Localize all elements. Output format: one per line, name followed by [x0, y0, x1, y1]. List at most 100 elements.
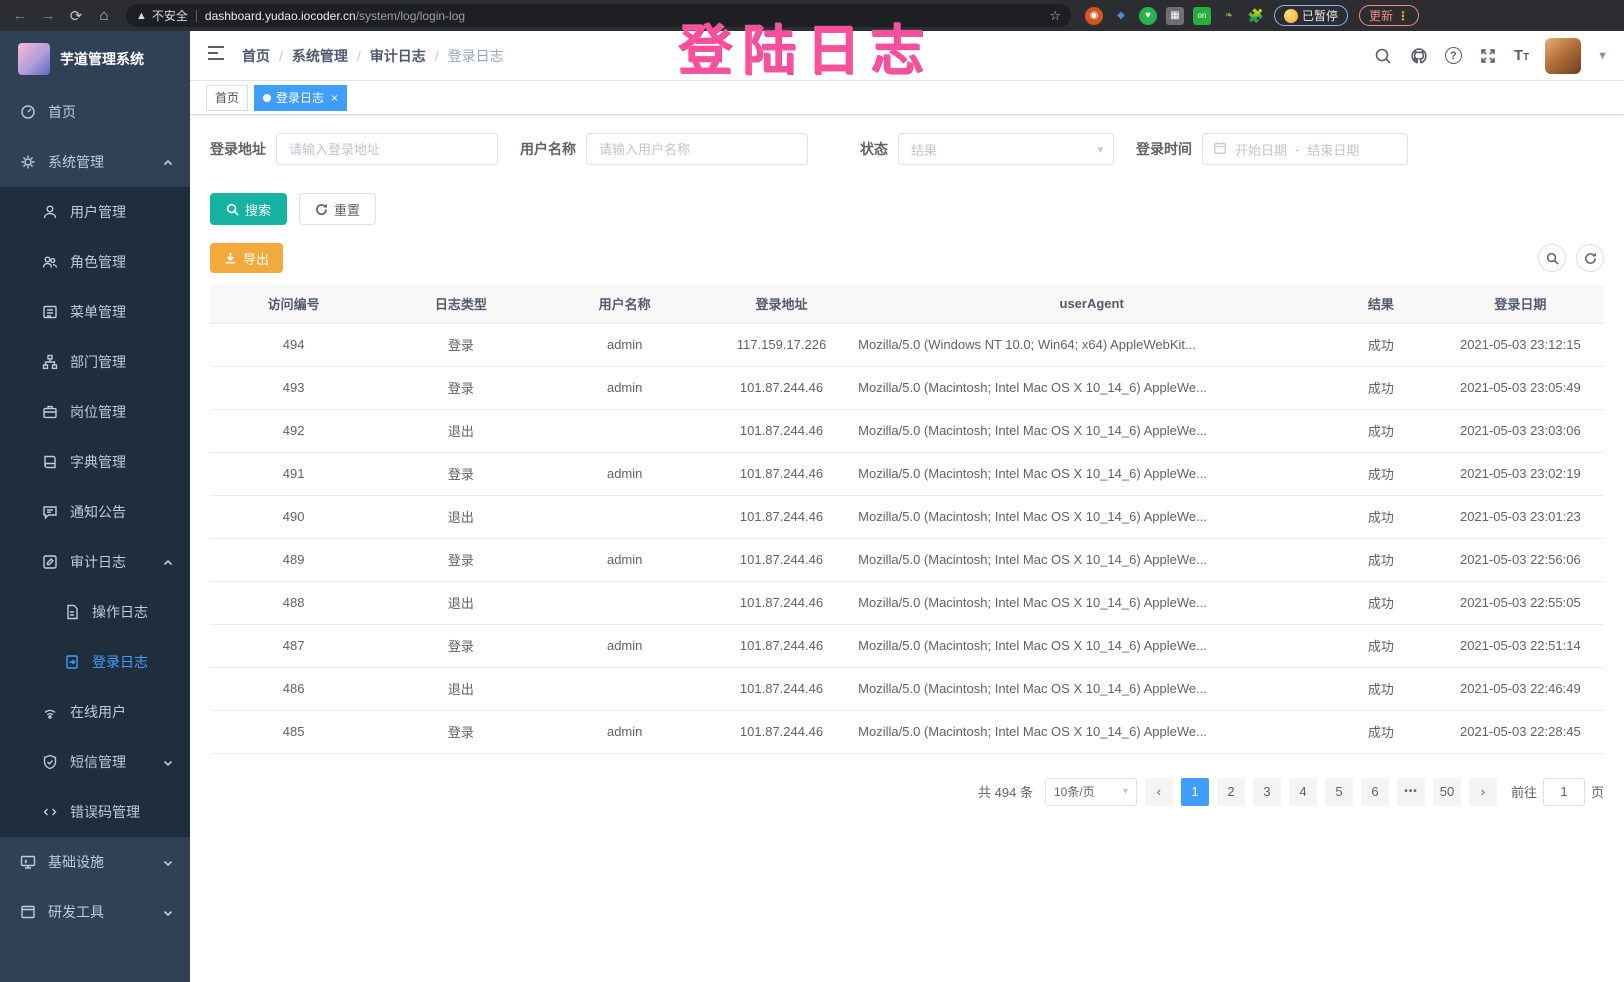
extensions-puzzle-icon[interactable]: 🧩 — [1247, 7, 1265, 23]
browser-home-icon[interactable]: ⌂ — [99, 7, 109, 24]
hamburger-icon[interactable] — [206, 43, 226, 68]
sidebar-item-notices[interactable]: 通知公告 — [0, 487, 190, 537]
sidebar-item-sms[interactable]: 短信管理 — [0, 737, 190, 787]
user-avatar[interactable] — [1545, 37, 1582, 74]
table-row: 491 登录 admin 101.87.244.46 Mozilla/5.0 (Maci… — [210, 452, 1604, 496]
url-domain: dashboard.yudao.iocoder.cn — [204, 8, 356, 23]
table-cell — [544, 409, 705, 453]
sidebar-item-devtools[interactable]: 研发工具 — [0, 887, 190, 937]
end-date-placeholder: 结束日期 — [1307, 142, 1360, 158]
extension-gem-icon[interactable]: ◆ — [1117, 10, 1125, 21]
devtools-icon — [20, 904, 36, 920]
table-cell: 489 — [210, 538, 378, 582]
extension-grid-icon[interactable]: ▦ — [1166, 6, 1184, 25]
table-cell: Mozilla/5.0 (Macintosh; Intel Mac OS X 1… — [858, 366, 1326, 410]
sidebar-item-audit-log[interactable]: 审计日志 — [0, 537, 190, 587]
pager-prev-button[interactable]: ‹ — [1144, 777, 1173, 806]
table-cell: Mozilla/5.0 (Macintosh; Intel Mac OS X 1… — [858, 495, 1326, 539]
dict-book-icon — [42, 454, 58, 470]
menu-list-icon — [42, 304, 58, 320]
sidebar-item-home[interactable]: 首页 — [0, 87, 190, 137]
browser-menu-kebab-icon[interactable]: ⋮ — [1397, 8, 1410, 23]
pager-page-button[interactable]: 6 — [1360, 777, 1389, 806]
sidebar-item-infrastructure[interactable]: 基础设施 — [0, 837, 190, 887]
help-icon[interactable]: ? — [1444, 47, 1462, 64]
col-result: 结果 — [1325, 285, 1437, 324]
fullscreen-icon[interactable] — [1478, 46, 1498, 66]
pager-page-button[interactable]: 2 — [1216, 777, 1245, 806]
table-cell: 2021-05-03 22:56:06 — [1436, 538, 1604, 582]
sidebar-item-operation-log[interactable]: 操作日志 — [0, 587, 190, 637]
pager-page-button[interactable]: 4 — [1288, 777, 1317, 806]
extension-plant-icon[interactable]: ❧ — [1224, 10, 1234, 21]
login-time-range-picker[interactable]: 开始日期 - 结束日期 — [1202, 133, 1408, 165]
update-button[interactable]: 更新 ⋮ — [1359, 5, 1420, 26]
table-cell: Mozilla/5.0 (Macintosh; Intel Mac OS X 1… — [858, 409, 1326, 453]
table-cell: 494 — [210, 323, 378, 367]
tag-login-log[interactable]: 登录日志 × — [254, 84, 348, 111]
table-cell: 491 — [210, 452, 378, 496]
table-cell: 493 — [210, 366, 378, 410]
export-button[interactable]: 导出 — [210, 243, 284, 273]
font-size-icon[interactable]: TT — [1513, 47, 1530, 64]
sidebar-item-system[interactable]: 系统管理 — [0, 137, 190, 187]
security-label: 不安全 — [151, 9, 188, 23]
breadcrumb-current: 登录日志 — [447, 47, 504, 64]
sidebar-item-departments[interactable]: 部门管理 — [0, 337, 190, 387]
sidebar-item-users[interactable]: 用户管理 — [0, 187, 190, 237]
reset-button[interactable]: 重置 — [299, 193, 377, 225]
sidebar-item-roles[interactable]: 角色管理 — [0, 237, 190, 287]
browser-reload-icon[interactable]: ⟳ — [69, 7, 83, 25]
page-content: 登录地址 用户名称 状态 结果 ▾ 登录时间 开始日期 - 结束日期 — [190, 115, 1624, 982]
breadcrumb-system[interactable]: 系统管理 — [291, 47, 348, 64]
pager-ellipsis[interactable]: ••• — [1396, 777, 1425, 806]
username-input[interactable] — [586, 133, 808, 165]
main-area: 首页 / 系统管理 / 审计日志 / 登录日志 ? TT ▼ — [190, 31, 1624, 982]
profile-paused-badge[interactable]: 已暂停 — [1274, 5, 1349, 26]
sidebar-item-posts[interactable]: 岗位管理 — [0, 387, 190, 437]
search-icon[interactable] — [1373, 46, 1393, 66]
search-button[interactable]: 搜索 — [210, 193, 288, 225]
pager-page-button[interactable]: 50 — [1432, 777, 1461, 806]
browser-back-icon[interactable]: ← — [12, 7, 28, 24]
extension-heart-icon[interactable]: ♥ — [1139, 6, 1157, 25]
table-cell: 101.87.244.46 — [704, 409, 859, 453]
pager-page-button[interactable]: 3 — [1252, 777, 1281, 806]
login-address-input[interactable] — [276, 133, 498, 165]
table-cell: 登录 — [377, 323, 545, 367]
table-cell: 退出 — [377, 581, 545, 625]
toggle-search-icon[interactable] — [1538, 244, 1566, 272]
status-select[interactable]: 结果 ▾ — [898, 133, 1114, 165]
table-cell: Mozilla/5.0 (Macintosh; Intel Mac OS X 1… — [858, 581, 1326, 625]
sidebar-item-menus[interactable]: 菜单管理 — [0, 287, 190, 337]
bookmark-star-icon[interactable]: ☆ — [1049, 7, 1061, 23]
address-bar[interactable]: ▲ 不安全 dashboard.yudao.iocoder.cn /system… — [126, 4, 1071, 27]
app-title: 芋道管理系统 — [60, 51, 144, 67]
table-cell: 成功 — [1325, 581, 1437, 625]
browser-forward-icon[interactable]: → — [40, 7, 56, 24]
breadcrumb-audit[interactable]: 审计日志 — [369, 47, 426, 64]
navbar-actions: ? TT ▼ — [1373, 37, 1608, 74]
table-cell: 490 — [210, 495, 378, 539]
goto-page-input[interactable] — [1542, 777, 1585, 806]
sidebar-item-online-users[interactable]: 在线用户 — [0, 687, 190, 737]
sidebar-item-dictionary[interactable]: 字典管理 — [0, 437, 190, 487]
app-logo[interactable]: 芋道管理系统 — [0, 31, 190, 87]
refresh-icon[interactable] — [1576, 244, 1604, 272]
sidebar-item-error-codes[interactable]: 错误码管理 — [0, 787, 190, 837]
table-row: 494 登录 admin 117.159.17.226 Mozilla/5.0 (Win… — [210, 323, 1604, 367]
tag-home[interactable]: 首页 — [206, 84, 249, 111]
breadcrumb-home[interactable]: 首页 — [242, 47, 270, 64]
pager-page-button[interactable]: 1 — [1180, 777, 1209, 806]
pager-next-button[interactable]: › — [1468, 777, 1497, 806]
page-size-select[interactable]: 10条/页 ▾ — [1044, 777, 1137, 806]
avatar-caret-icon[interactable]: ▼ — [1597, 49, 1608, 62]
extension-tabs-icon[interactable]: on — [1193, 6, 1211, 25]
sidebar-item-login-log[interactable]: 登录日志 — [0, 637, 190, 687]
extension-icon[interactable]: ◉ — [1085, 6, 1103, 25]
app-frame: 芋道管理系统 首页 系统管理 用户管理 角色管理 菜单管理 — [0, 31, 1624, 982]
table-cell: 登录 — [377, 366, 545, 410]
pager-page-button[interactable]: 5 — [1324, 777, 1353, 806]
tag-close-icon[interactable]: × — [331, 90, 339, 105]
github-icon[interactable] — [1409, 46, 1429, 66]
